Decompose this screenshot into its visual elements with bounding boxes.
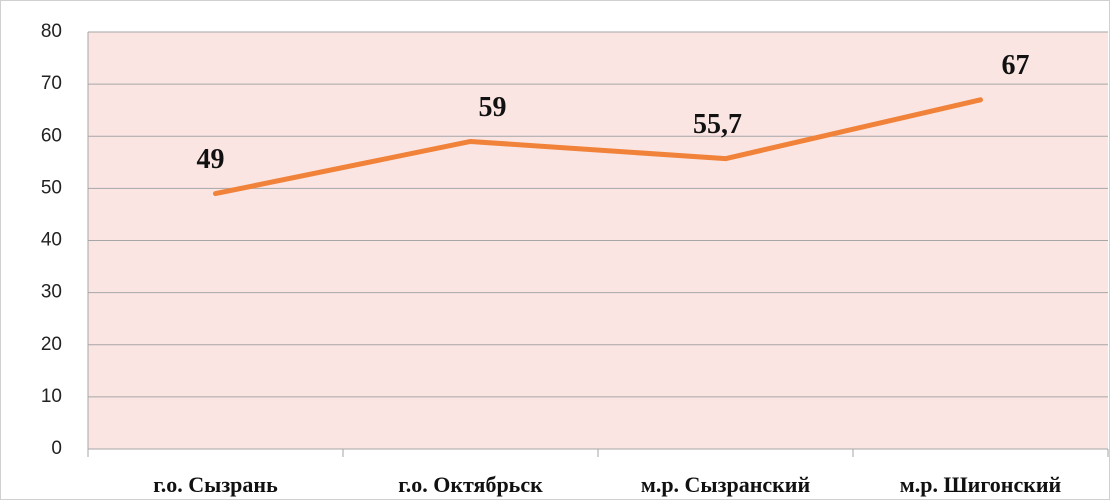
- value-label: 49: [197, 144, 225, 175]
- y-tick-label: 80: [41, 21, 62, 42]
- y-tick-label: 20: [41, 334, 62, 355]
- x-tick-label: м.р. Шигонский: [900, 472, 1062, 497]
- y-tick-label: 40: [41, 230, 62, 251]
- x-tick-label: г.о. Октябрьск: [398, 472, 543, 497]
- value-label: 59: [479, 92, 507, 123]
- x-tick-label: м.р. Сызранский: [641, 472, 811, 497]
- y-tick-label: 50: [41, 177, 62, 198]
- y-tick-label: 30: [41, 282, 62, 303]
- value-label: 55,7: [693, 109, 742, 140]
- x-tick-label: г.о. Сызрань: [153, 472, 278, 497]
- data-line: [213, 97, 983, 197]
- y-tick-label: 60: [41, 125, 62, 146]
- y-tick-label: 70: [41, 73, 62, 94]
- y-tick-label: 10: [41, 386, 62, 407]
- y-tick-label: 0: [51, 438, 62, 459]
- value-label: 67: [1002, 50, 1030, 81]
